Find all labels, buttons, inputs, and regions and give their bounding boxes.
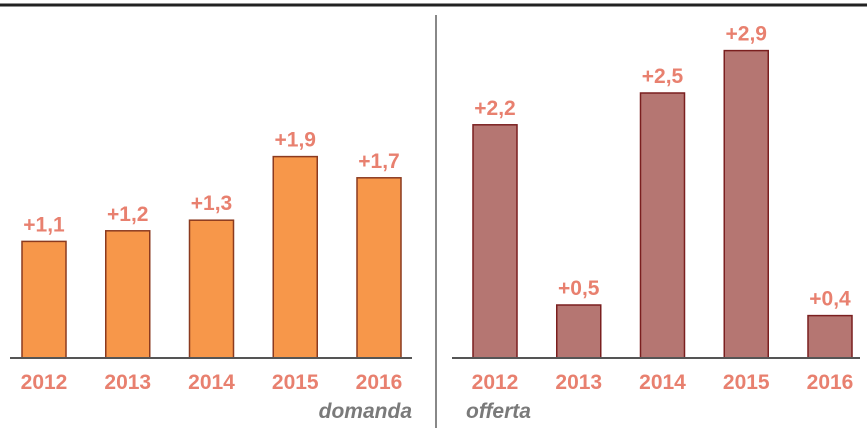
bar bbox=[807, 314, 853, 359]
x-tick-label: 2014 bbox=[639, 371, 686, 394]
x-tick-label: 2014 bbox=[188, 371, 235, 394]
value-label: +1,2 bbox=[107, 203, 148, 226]
x-tick-label: 2016 bbox=[356, 371, 403, 394]
x-tick-label: 2016 bbox=[807, 371, 854, 394]
value-label: +2,2 bbox=[474, 97, 515, 120]
value-label: +2,9 bbox=[726, 23, 767, 46]
chart-title: domanda bbox=[319, 400, 413, 423]
bar bbox=[188, 219, 235, 359]
x-tick-label: 2015 bbox=[272, 371, 319, 394]
x-tick-label: 2012 bbox=[21, 371, 68, 394]
value-label: +1,7 bbox=[358, 150, 399, 173]
value-label: +0,4 bbox=[809, 288, 851, 311]
bar bbox=[723, 49, 769, 359]
bar bbox=[356, 177, 402, 359]
bar bbox=[556, 304, 602, 359]
chart-title: offerta bbox=[466, 400, 531, 423]
bar bbox=[105, 230, 151, 359]
value-label: +1,9 bbox=[275, 129, 316, 152]
value-label: +2,5 bbox=[642, 65, 684, 88]
bar bbox=[472, 124, 518, 359]
bar bbox=[272, 155, 318, 359]
bar bbox=[639, 92, 686, 359]
x-tick-label: 2015 bbox=[723, 371, 770, 394]
value-label: +1,1 bbox=[23, 213, 65, 236]
x-tick-label: 2012 bbox=[472, 371, 519, 394]
bar bbox=[21, 240, 67, 359]
x-tick-label: 2013 bbox=[555, 371, 602, 394]
value-label: +1,3 bbox=[191, 192, 232, 215]
x-tick-label: 2013 bbox=[104, 371, 151, 394]
value-label: +0,5 bbox=[558, 277, 600, 300]
